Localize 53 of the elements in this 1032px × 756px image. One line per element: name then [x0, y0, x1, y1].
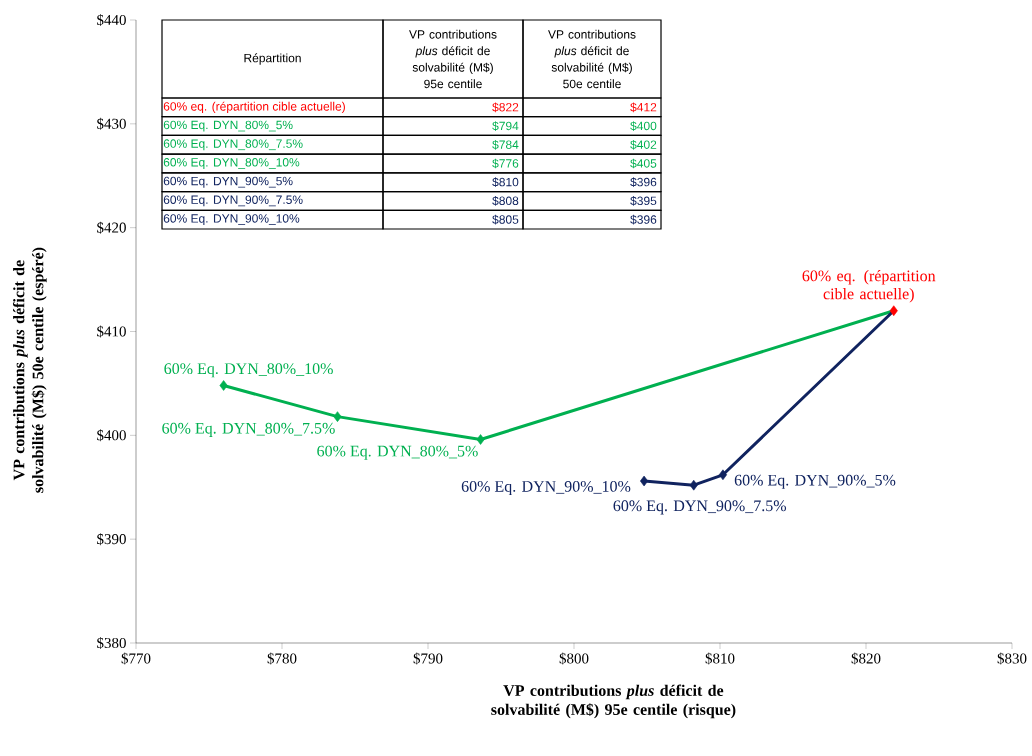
annotation: $808 [492, 196, 519, 206]
series-label: 60% Eq. DYN_90%_7.5% [613, 500, 787, 515]
annotation: $402 [630, 139, 657, 150]
x-tick-label: $820 [851, 652, 881, 665]
annotation: $805 [492, 214, 519, 225]
annotation: $784 [492, 139, 519, 150]
series-label: 60% Eq. DYN_80%_7.5% [162, 422, 335, 437]
x-axis-title: VP contributions plus déficit de solvabilité (M$) 95e centile (risque) [491, 684, 736, 719]
point [333, 411, 342, 422]
x-tick-label: $810 [705, 652, 735, 665]
annotation: $822 [492, 102, 519, 113]
annotation: $794 [492, 121, 519, 131]
y-tick-label: $420 [97, 221, 126, 234]
y-tick-label: $380 [97, 637, 126, 649]
series-label: 60% Eq. DYN_80%_10% [164, 363, 333, 378]
point [689, 479, 698, 491]
y-tick-label: $440 [97, 14, 126, 26]
text: 60% Eq. DYN_90%_7.5% [163, 195, 303, 207]
point [718, 469, 727, 481]
annotation: $412 [630, 102, 657, 113]
annotation: $396 [630, 177, 657, 188]
annotation: $405 [630, 158, 657, 169]
y-tick-label: $400 [97, 429, 126, 442]
text: 60% Eq. DYN_80%_5% [163, 120, 293, 132]
y-tick-label: $430 [97, 117, 126, 130]
text: 60% Eq. DYN_90%_5% [163, 176, 293, 188]
text: 60% eq. (répartition cible actuelle) [163, 101, 345, 114]
x-tick-label: $770 [121, 652, 151, 665]
series-label: 60% Eq. DYN_80%_5% [317, 445, 478, 460]
x-tick-label: $830 [997, 652, 1027, 665]
text: 60% Eq. DYN_80%_10% [163, 158, 300, 169]
point [889, 305, 898, 317]
text: 60% Eq. DYN_90%_10% [163, 214, 300, 226]
annotation: $776 [492, 158, 519, 169]
annotation: $810 [492, 177, 519, 188]
x-tick-label: $800 [559, 652, 589, 665]
annotation: VP contributions plus déficit de solvabilité (M$) 95e centile [409, 29, 497, 89]
x-tick-label: $780 [267, 652, 297, 665]
annotation: $395 [630, 196, 657, 206]
y-tick-label: $410 [97, 325, 126, 338]
point [476, 434, 485, 445]
series-label: 60% Eq. DYN_90%_10% [461, 481, 631, 496]
x-tick-label: $790 [413, 652, 443, 665]
annotation: $400 [630, 121, 657, 131]
point [219, 380, 228, 391]
text: 60% Eq. DYN_80%_7.5% [163, 139, 303, 151]
y-tick-label: $390 [97, 533, 126, 546]
annotation: VP contributions plus déficit de solvabilité (M$) 50e centile [548, 29, 636, 89]
annotation: Répartition [244, 53, 301, 65]
point [640, 475, 649, 487]
series-label: 60% eq. (répartition cible actuelle) [802, 270, 936, 303]
series-label: 60% Eq. DYN_90%_5% [734, 474, 896, 489]
annotation: $396 [630, 214, 657, 225]
